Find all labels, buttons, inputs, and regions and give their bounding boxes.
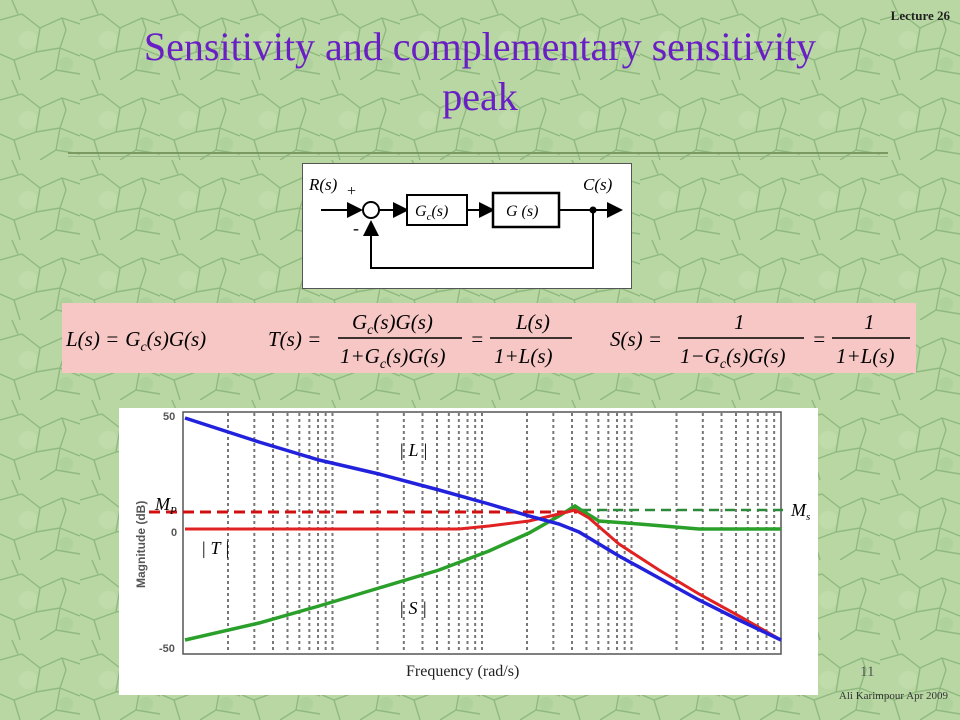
- svg-text:1: 1: [734, 310, 745, 334]
- label-mp: MP: [154, 494, 177, 517]
- curve-s: [184, 503, 781, 642]
- title-line-2: peak: [442, 74, 518, 119]
- frequency-gridlines: [227, 413, 776, 653]
- svg-text:=: =: [812, 327, 826, 351]
- label-s: | S |: [399, 598, 427, 618]
- bode-plot: 50 0 -50 Magnitude (dB) | L | | T | | S …: [119, 408, 818, 695]
- curve-l: [184, 416, 782, 642]
- svg-text:S(s) =: S(s) =: [610, 327, 662, 351]
- equations-panel: L(s) = Gc(s)G(s) T(s) = Gc(s)G(s) 1+Gc(s)…: [62, 303, 916, 373]
- equation-T: T(s) = Gc(s)G(s) 1+Gc(s)G(s) = L(s) 1+L(…: [268, 310, 572, 372]
- plant-block: [491, 191, 561, 229]
- plant-label: G (s): [506, 203, 538, 220]
- label-t: | T |: [201, 538, 230, 558]
- output-label: C(s): [583, 175, 613, 194]
- controller-label: Gc(s): [415, 203, 448, 223]
- summing-junction: [362, 201, 380, 219]
- title-divider: [68, 152, 888, 154]
- equation-L: L(s) = Gc(s)G(s): [65, 327, 206, 355]
- minus-sign: -: [353, 218, 359, 238]
- label-ms: Ms: [790, 500, 810, 523]
- equation-S: S(s) = 1 1−Gc(s)G(s) = 1 1+L(s): [610, 310, 910, 372]
- feedback-path: [363, 210, 594, 269]
- tick-label-0: 0: [171, 527, 177, 539]
- svg-text:1+L(s): 1+L(s): [494, 344, 553, 368]
- y-axis-label: Magnitude (dB): [134, 501, 148, 588]
- block-diagram: R(s) + - Gc(s) G (s) C(s): [302, 163, 632, 289]
- svg-text:1−Gc(s)G(s): 1−Gc(s)G(s): [680, 344, 786, 372]
- lecture-label: Lecture 26: [890, 8, 950, 23]
- label-l: | L |: [399, 440, 428, 460]
- plus-sign: +: [347, 183, 356, 200]
- svg-text:L(s) =Gc(s)G(s): L(s) = Gc(s)G(s): [65, 327, 206, 355]
- slide-title: Sensitivity and complementary sensitivit…: [0, 22, 960, 122]
- tick-label-50: 50: [163, 411, 175, 423]
- slide-number: 11: [860, 664, 875, 680]
- tick-label-minus-50: -50: [159, 643, 175, 655]
- svg-text:L(s): L(s): [515, 310, 550, 334]
- svg-text:=: =: [470, 327, 484, 351]
- svg-text:T(s) =: T(s) =: [268, 327, 321, 351]
- svg-text:1+L(s): 1+L(s): [836, 344, 895, 368]
- x-axis-label: Frequency (rad/s): [406, 663, 519, 680]
- curve-t: [185, 508, 782, 642]
- author-date: Ali Karimpour Apr 2009: [838, 690, 948, 702]
- svg-text:Gc(s)G(s): Gc(s)G(s): [352, 310, 433, 338]
- svg-text:1+Gc(s)G(s): 1+Gc(s)G(s): [340, 344, 446, 372]
- title-line-1: Sensitivity and complementary sensitivit…: [143, 24, 817, 69]
- title-divider-thin: [68, 156, 888, 157]
- input-label: R(s): [308, 175, 338, 194]
- svg-text:1: 1: [864, 310, 875, 334]
